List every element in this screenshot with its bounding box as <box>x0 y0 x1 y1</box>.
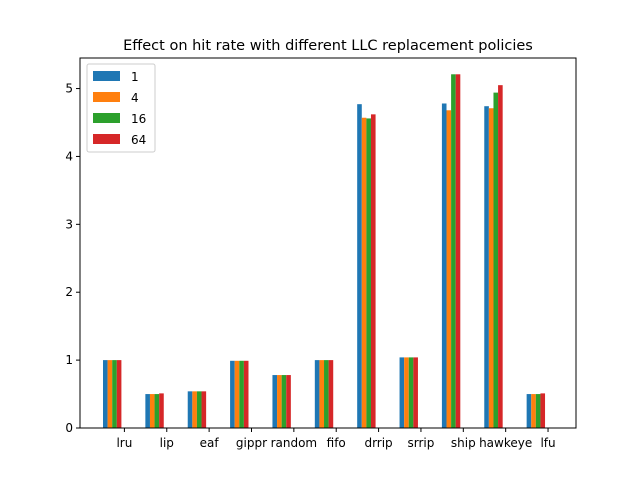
bar-gippr-series-4 <box>234 360 240 428</box>
bar-srrip-series-16 <box>408 357 414 428</box>
bar-drrip-series-16 <box>366 118 371 429</box>
y-tick-label: 5 <box>65 82 73 96</box>
bar-lip-series-64 <box>159 393 164 428</box>
y-tick-label: 4 <box>65 149 73 163</box>
legend-label-4: 4 <box>131 91 139 105</box>
legend-label-16: 16 <box>131 112 146 126</box>
y-axis: 0 1 2 3 4 5 <box>65 82 80 435</box>
y-tick-label: 3 <box>65 217 73 231</box>
plot-frame <box>79 57 577 429</box>
bar-lru-series-64 <box>116 360 122 428</box>
bar-eaf-series-4 <box>192 391 197 428</box>
bar-fifo-series-64 <box>328 360 334 428</box>
legend-label-64: 64 <box>131 133 146 147</box>
bar-srrip-series-4 <box>404 357 409 428</box>
x-tick-label-lfu: lfu <box>540 436 555 450</box>
legend-swatch-1 <box>93 71 120 81</box>
bar-gippr-series-1 <box>230 360 235 428</box>
bar-lfu-series-16 <box>535 394 541 428</box>
bars-group <box>103 74 546 429</box>
bar-lru-series-1 <box>103 360 108 428</box>
legend: 1 4 16 64 <box>86 63 156 153</box>
bar-gippr-series-64 <box>243 360 249 428</box>
bar-fifo-series-1 <box>314 360 320 428</box>
bar-lip-series-4 <box>149 394 155 428</box>
bar-eaf-series-1 <box>187 391 193 428</box>
bar-lip-series-1 <box>145 394 150 428</box>
x-tick-label-drrip: drrip <box>364 436 392 450</box>
x-tick-label-random: random <box>271 436 318 450</box>
bar-gippr-series-16 <box>239 360 244 428</box>
legend-label-1: 1 <box>131 70 139 84</box>
bar-srrip-series-64 <box>413 357 418 428</box>
legend-swatch-4 <box>93 92 120 102</box>
bar-lfu-series-4 <box>531 394 536 428</box>
bar-random-series-4 <box>277 375 282 428</box>
bar-ship-series-16 <box>451 74 456 428</box>
bar-random-series-64 <box>286 375 291 428</box>
y-tick-label: 1 <box>65 353 73 367</box>
bar-drrip-series-1 <box>357 104 362 429</box>
x-tick-label-lip: lip <box>160 436 174 450</box>
bar-hawkeye-series-1 <box>484 106 489 428</box>
bar-hawkeye-series-64 <box>498 85 503 428</box>
bar-random-series-16 <box>281 375 287 428</box>
bar-fifo-series-4 <box>319 360 325 428</box>
bar-ship-series-4 <box>446 110 452 428</box>
chart-title: Effect on hit rate with different LLC re… <box>123 38 533 54</box>
x-tick-label-lru: lru <box>116 436 132 450</box>
y-tick-label: 2 <box>65 285 73 299</box>
x-tick-label-hawkeye: hawkeye <box>479 436 532 450</box>
y-tick-label: 0 <box>65 421 73 435</box>
x-tick-label-srrip: srrip <box>408 436 435 450</box>
x-tick-label-fifo: fifo <box>327 436 346 450</box>
bar-lfu-series-1 <box>526 394 532 428</box>
bar-ship-series-1 <box>441 103 447 429</box>
bar-eaf-series-16 <box>196 391 202 428</box>
bar-drrip-series-64 <box>370 114 376 428</box>
bar-lru-series-4 <box>107 360 113 428</box>
bar-hawkeye-series-16 <box>493 92 499 429</box>
bar-lfu-series-64 <box>540 393 546 428</box>
bar-lru-series-16 <box>112 360 117 428</box>
x-tick-label-gippr: gippr <box>236 436 267 450</box>
legend-box <box>86 63 156 153</box>
bar-drrip-series-4 <box>361 117 367 429</box>
bar-random-series-1 <box>272 375 278 428</box>
x-tick-label-eaf: eaf <box>200 436 220 450</box>
bar-eaf-series-64 <box>201 391 207 428</box>
bar-lip-series-16 <box>154 394 160 428</box>
bar-ship-series-64 <box>455 74 461 428</box>
x-tick-label-ship: ship <box>451 436 476 450</box>
x-axis: lru lip eaf gippr random fifo drrip srrip ship ha… <box>116 428 556 450</box>
bar-hawkeye-series-4 <box>488 108 494 429</box>
legend-swatch-16 <box>93 113 120 123</box>
bar-fifo-series-16 <box>324 360 329 428</box>
legend-swatch-64 <box>93 134 120 144</box>
bar-srrip-series-1 <box>399 357 405 428</box>
